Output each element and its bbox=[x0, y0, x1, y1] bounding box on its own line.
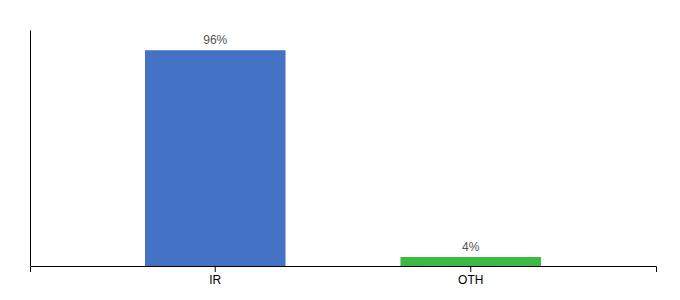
chart: 96% 4% IR OTH bbox=[0, 0, 680, 300]
data-label: 96% bbox=[203, 33, 227, 47]
x-tick-mark bbox=[470, 266, 471, 272]
x-tick-label: OTH bbox=[458, 273, 483, 287]
y-axis bbox=[30, 31, 31, 267]
data-label: 4% bbox=[462, 240, 480, 254]
x-axis: IR OTH bbox=[31, 266, 657, 287]
bar bbox=[400, 257, 541, 266]
plot: 96% 4% IR OTH bbox=[31, 31, 657, 287]
x-tick: IR bbox=[209, 266, 221, 287]
x-tick-mark bbox=[215, 266, 216, 272]
x-tick-label: IR bbox=[209, 273, 221, 287]
bar bbox=[145, 50, 286, 266]
x-axis-line bbox=[31, 267, 657, 273]
x-tick: OTH bbox=[458, 266, 483, 287]
bars bbox=[145, 50, 541, 266]
y-axis-line bbox=[30, 31, 31, 267]
data-labels: 96% 4% bbox=[203, 33, 480, 254]
